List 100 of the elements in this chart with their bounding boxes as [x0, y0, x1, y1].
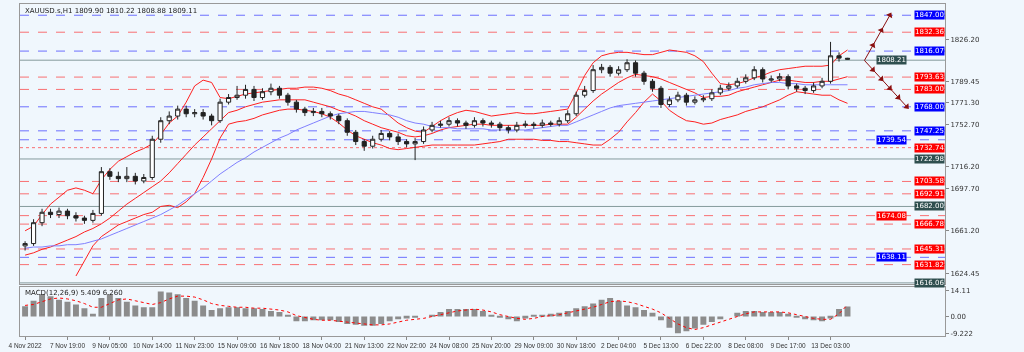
bar: [39, 294, 46, 317]
candlestick: [726, 81, 732, 92]
candlestick: [39, 208, 45, 227]
bar: [157, 291, 164, 317]
bar: [217, 308, 224, 317]
bar: [200, 305, 207, 317]
candlestick: [836, 51, 842, 63]
bar: [56, 299, 62, 317]
candlestick: [616, 65, 622, 76]
candlestick: [81, 215, 88, 225]
candlestick: [421, 126, 427, 145]
candlestick: [344, 117, 350, 137]
candlestick: [132, 172, 138, 185]
candlestick: [556, 116, 562, 127]
bar: [488, 314, 495, 317]
candlestick: [149, 135, 155, 181]
bar: [649, 312, 656, 317]
bar: [641, 310, 647, 317]
bar: [573, 308, 580, 317]
bar: [793, 315, 800, 318]
candlestick: [777, 72, 783, 82]
bar: [242, 308, 249, 317]
bar: [615, 300, 622, 317]
candlestick: [259, 87, 266, 101]
bar: [276, 311, 283, 317]
candlestick: [336, 113, 342, 125]
candlestick: [463, 120, 469, 130]
candlestick: [30, 218, 37, 247]
candlestick: [90, 209, 96, 224]
candlestick: [225, 93, 232, 105]
candlestick: [751, 65, 757, 81]
candlestick: [514, 121, 520, 133]
bar: [123, 301, 130, 317]
candlestick: [548, 120, 554, 127]
bar: [234, 307, 241, 317]
bar: [89, 313, 96, 317]
line-series: [24, 295, 848, 331]
candlestick: [56, 207, 62, 219]
candlestick: [124, 166, 130, 183]
candlestick: [47, 208, 54, 219]
candlestick: [183, 105, 189, 118]
bar: [22, 306, 29, 317]
candlestick: [700, 94, 706, 103]
bar: [471, 309, 478, 317]
point: [877, 27, 884, 34]
candlestick: [217, 98, 223, 124]
bar: [446, 309, 452, 317]
bar: [140, 307, 147, 317]
bar: [251, 308, 257, 317]
bar: [98, 297, 105, 317]
candlestick: [327, 110, 333, 121]
candlestick: [370, 135, 376, 150]
candlestick: [709, 88, 715, 102]
candlestick: [590, 64, 596, 94]
bar: [632, 307, 639, 317]
bar: [691, 316, 698, 329]
bar: [267, 310, 274, 317]
bar: [700, 316, 707, 325]
candlestick: [573, 91, 579, 117]
candlestick: [624, 58, 630, 73]
bar: [674, 316, 681, 334]
candlestick: [488, 120, 494, 129]
candlestick: [632, 59, 639, 78]
candlestick: [675, 91, 681, 103]
candlestick: [107, 167, 113, 181]
line-series: [24, 49, 848, 232]
candlestick: [734, 77, 740, 89]
bar: [785, 313, 792, 317]
candlestick: [251, 85, 257, 102]
bar: [759, 311, 766, 317]
candlestick: [22, 240, 28, 251]
candlestick: [768, 75, 774, 83]
candlestick: [319, 107, 325, 118]
candlestick: [242, 84, 249, 100]
candlestick: [531, 121, 537, 130]
bar: [284, 314, 291, 317]
candlestick: [505, 124, 511, 134]
candlestick: [310, 107, 316, 117]
candlestick: [302, 106, 308, 117]
point: [886, 12, 893, 19]
candlestick: [387, 130, 393, 141]
candlestick: [649, 78, 656, 93]
point: [903, 103, 909, 110]
candlestick: [395, 132, 401, 146]
bar: [352, 316, 359, 325]
bar: [437, 311, 444, 317]
bar: [259, 309, 266, 317]
bar: [174, 294, 181, 317]
candlestick: [471, 116, 478, 129]
bar: [106, 294, 113, 317]
candlestick: [115, 171, 121, 183]
candlestick: [827, 41, 834, 85]
line-series: [75, 91, 848, 277]
candlestick: [819, 77, 825, 89]
candlestick: [692, 95, 698, 105]
bar: [666, 316, 673, 328]
candlestick: [361, 138, 367, 152]
candlestick: [353, 129, 359, 146]
bar: [115, 297, 122, 317]
candlestick: [98, 166, 104, 217]
